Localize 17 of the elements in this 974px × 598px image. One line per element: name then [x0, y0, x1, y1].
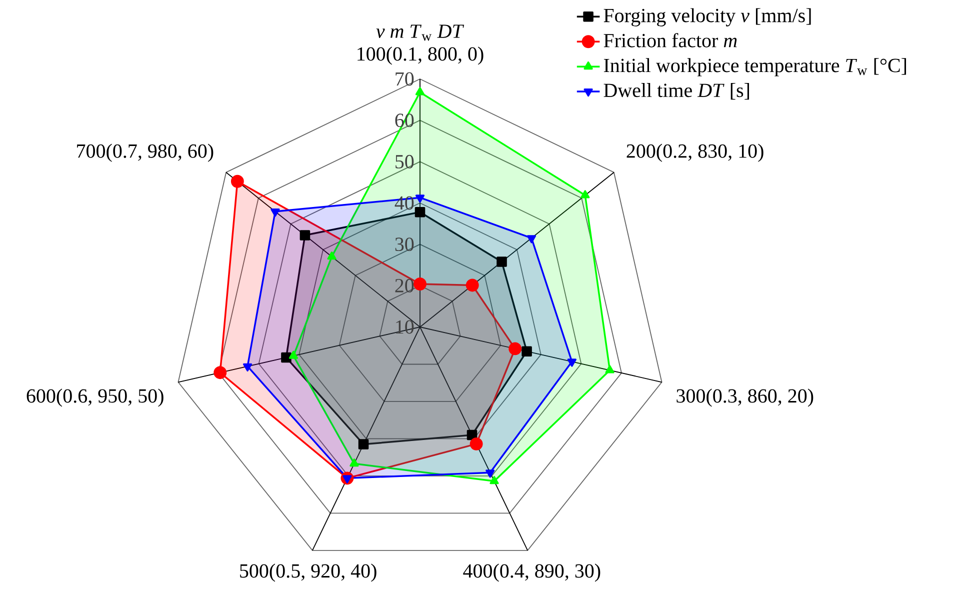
- spoke-label: 300(0.3, 860, 20): [676, 388, 814, 407]
- legend-label: Initial workpiece temperature T$_{w}$ [°C]: [604, 58, 906, 76]
- spoke-label: 700(0.7, 980, 60): [77, 144, 214, 162]
- spoke-label: 400(0.4, 890, 30): [463, 564, 600, 582]
- legend-label: Friction factor m: [604, 33, 737, 48]
- y-tick-label: 50: [396, 154, 414, 168]
- legend-label: Dwell time DT [s]: [604, 83, 749, 100]
- spoke-label: 200(0.2, 830, 10): [626, 144, 764, 162]
- y-tick-label: 70: [396, 72, 414, 86]
- y-tick-label: 20: [395, 278, 414, 292]
- spoke-label: 500(0.5, 920, 40): [240, 564, 376, 582]
- text: v m T$_{w}$ DT: [376, 24, 464, 41]
- legend-label: Forging velocity v [mm/s]: [604, 8, 811, 26]
- y-tick-label: 40: [394, 196, 414, 210]
- y-tick-label: 30: [395, 238, 414, 252]
- spoke-label: 100(0.1, 800, 0): [358, 46, 484, 65]
- spoke-label: 600(0.6, 950, 50): [26, 388, 164, 407]
